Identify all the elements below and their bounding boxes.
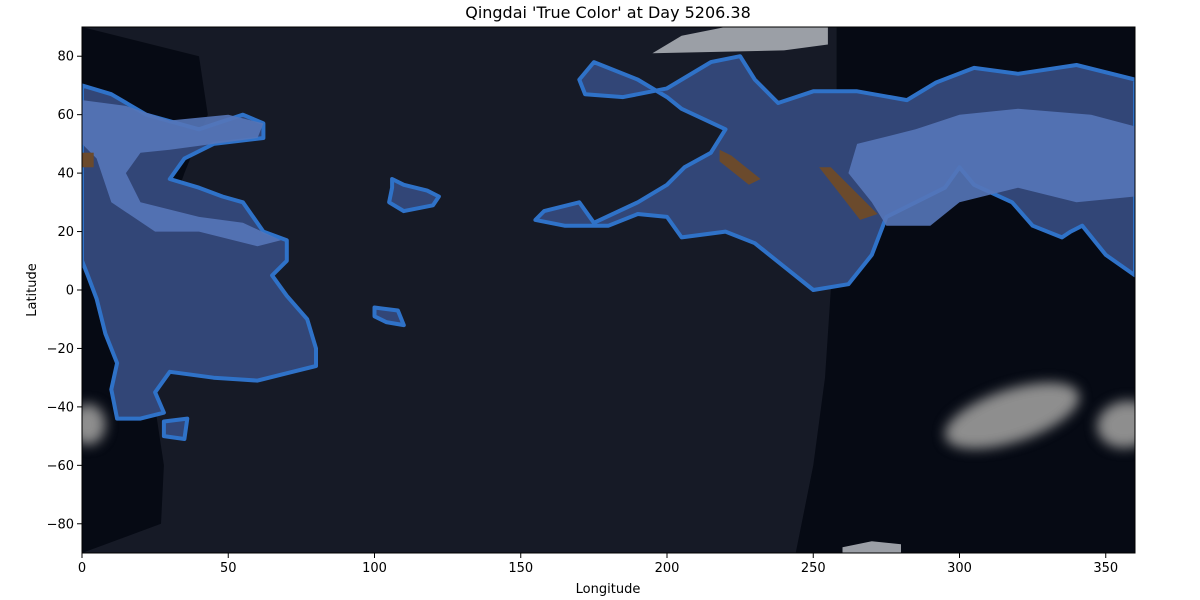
x-tick-label: 350 [1093, 561, 1118, 576]
desert-layer [82, 149, 878, 220]
x-tick-label: 200 [655, 561, 680, 576]
continent-3 [372, 305, 406, 328]
y-tick-label: −80 [47, 517, 74, 532]
continent-0 [82, 83, 318, 421]
ice-cap-1 [842, 541, 901, 553]
y-tick-label: 0 [66, 284, 74, 299]
cloud-2 [82, 403, 106, 445]
y-axis-label: Latitude [25, 263, 40, 317]
ice-cap-0 [652, 27, 828, 54]
cloud-1 [1097, 400, 1135, 448]
plot-area [82, 27, 1135, 553]
y-tick-label: 40 [57, 167, 74, 182]
x-tick-label: 0 [78, 561, 86, 576]
y-tick-label: −20 [47, 342, 74, 357]
x-tick-label: 100 [362, 561, 387, 576]
x-tick-label: 300 [947, 561, 972, 576]
desert-1 [819, 167, 878, 220]
desert-2 [82, 152, 94, 168]
y-tick-label: −40 [47, 400, 74, 415]
y-axis: −80 −60 −40 −20 0 20 40 60 80 [47, 50, 82, 532]
y-tick-label: 60 [57, 108, 74, 123]
x-tick-label: 250 [801, 561, 826, 576]
x-axis-label: Longitude [576, 582, 641, 597]
ice-layer [652, 27, 901, 553]
chart-title: Qingdai 'True Color' at Day 5206.38 [465, 3, 751, 22]
y-tick-label: 20 [57, 225, 74, 240]
continent-4 [161, 416, 190, 441]
bright-band-layer [82, 100, 1135, 247]
cloud-0 [944, 382, 1080, 449]
cloud-layer [82, 382, 1135, 449]
x-axis: 0 50 100 150 200 250 300 350 [78, 553, 1118, 576]
y-tick-label: 80 [57, 50, 74, 65]
continent-2 [387, 177, 441, 214]
bright-band-1 [848, 108, 1135, 226]
y-tick-label: −60 [47, 459, 74, 474]
x-tick-label: 150 [508, 561, 533, 576]
x-tick-label: 50 [220, 561, 237, 576]
bright-band-0 [82, 100, 281, 247]
desert-0 [719, 149, 761, 185]
